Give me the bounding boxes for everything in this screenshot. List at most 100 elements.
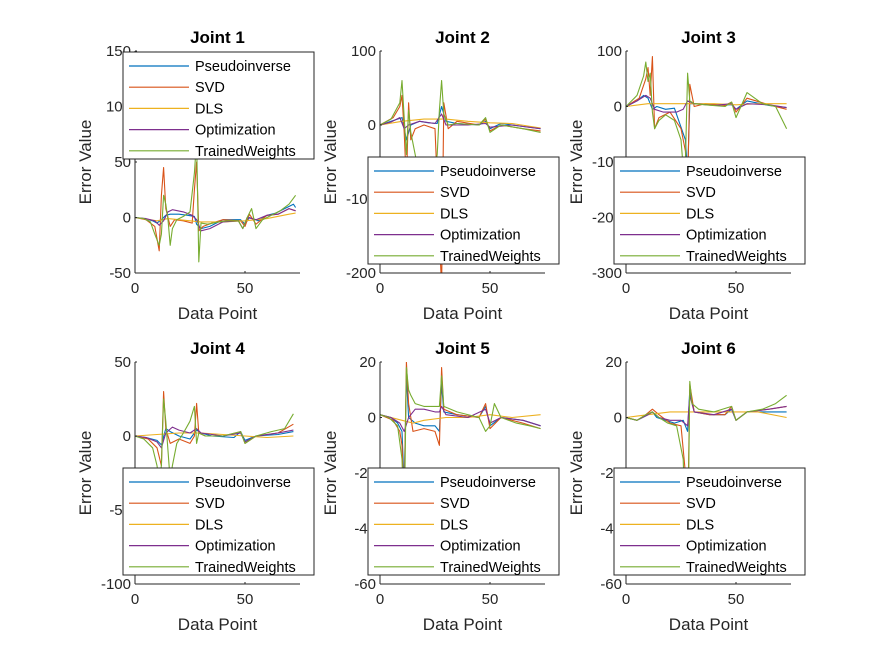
y-tick-label: 0 bbox=[368, 117, 376, 134]
x-tick-label: 0 bbox=[131, 280, 139, 297]
y-tick-label: 20 bbox=[605, 354, 622, 371]
legend-label: Optimization bbox=[686, 228, 767, 244]
legend-label: TrainedWeights bbox=[195, 144, 296, 160]
legend: Pseudoinverse SVD DLS Optimization TrainedWe… bbox=[122, 51, 315, 160]
legend: Pseudoinverse SVD DLS Optimization TrainedWe… bbox=[613, 467, 806, 576]
legend-label: Pseudoinverse bbox=[195, 59, 291, 75]
series-line-optimization bbox=[626, 94, 787, 113]
x-tick-label: 50 bbox=[482, 591, 499, 608]
chart-title: Joint 2 bbox=[435, 28, 490, 47]
y-axis-label: Error Value bbox=[321, 120, 340, 205]
chart-title: Joint 4 bbox=[190, 339, 245, 358]
x-tick-label: 0 bbox=[376, 280, 384, 297]
legend-label: SVD bbox=[686, 185, 716, 201]
y-tick-label: 100 bbox=[597, 43, 622, 60]
legend-item: Optimization bbox=[374, 539, 521, 555]
legend-label: DLS bbox=[686, 206, 714, 222]
legend-item: DLS bbox=[374, 517, 468, 533]
legend-item: Pseudoinverse bbox=[374, 475, 536, 491]
legend-label: SVD bbox=[440, 185, 470, 201]
legend-box bbox=[367, 467, 560, 576]
legend-item: SVD bbox=[374, 185, 470, 201]
legend-label: TrainedWeights bbox=[686, 560, 787, 576]
legend: Pseudoinverse SVD DLS Optimization TrainedWe… bbox=[613, 156, 806, 265]
y-tick-label: 0 bbox=[614, 99, 622, 116]
legend-item: SVD bbox=[129, 496, 225, 512]
series-line-dls bbox=[380, 118, 541, 129]
legend-label: Pseudoinverse bbox=[440, 164, 536, 180]
x-tick-label: 0 bbox=[131, 591, 139, 608]
y-tick-label: -60 bbox=[600, 576, 622, 593]
legend-item: Optimization bbox=[374, 228, 521, 244]
x-tick-label: 50 bbox=[237, 280, 254, 297]
x-tick-label: 0 bbox=[622, 280, 630, 297]
y-tick-label: -300 bbox=[592, 265, 622, 282]
legend-label: Optimization bbox=[440, 539, 521, 555]
legend-label: DLS bbox=[440, 517, 468, 533]
chart-title: Joint 5 bbox=[435, 339, 490, 358]
x-tick-label: 0 bbox=[376, 591, 384, 608]
legend-item: TrainedWeights bbox=[620, 560, 787, 576]
series-group bbox=[626, 380, 787, 571]
legend-item: Optimization bbox=[129, 123, 276, 139]
y-tick-label: 0 bbox=[368, 410, 376, 427]
legend: Pseudoinverse SVD DLS Optimization TrainedWe… bbox=[122, 467, 315, 576]
legend-item: TrainedWeights bbox=[374, 249, 541, 265]
x-axis-label: Data Point bbox=[423, 304, 503, 323]
x-tick-label: 50 bbox=[482, 280, 499, 297]
y-axis-label: Error Value bbox=[567, 120, 586, 205]
series-line-dls bbox=[135, 432, 294, 439]
legend-item: TrainedWeights bbox=[374, 560, 541, 576]
legend-label: Pseudoinverse bbox=[195, 475, 291, 491]
legend-item: Pseudoinverse bbox=[620, 164, 782, 180]
legend-box bbox=[613, 467, 806, 576]
y-tick-label: 0 bbox=[614, 410, 622, 427]
legend-item: SVD bbox=[374, 496, 470, 512]
y-tick-label: 0 bbox=[123, 428, 131, 445]
x-tick-label: 50 bbox=[728, 591, 745, 608]
x-tick-label: 50 bbox=[728, 280, 745, 297]
legend-item: DLS bbox=[374, 206, 468, 222]
legend-box bbox=[367, 156, 560, 265]
x-tick-label: 50 bbox=[237, 591, 254, 608]
legend: Pseudoinverse SVD DLS Optimization TrainedWe… bbox=[367, 156, 560, 265]
y-axis-label: Error Value bbox=[321, 431, 340, 516]
legend-label: Pseudoinverse bbox=[686, 164, 782, 180]
legend-label: DLS bbox=[195, 101, 223, 117]
y-axis-label: Error Value bbox=[76, 120, 95, 205]
series-line-optimization bbox=[135, 426, 294, 449]
legend-label: SVD bbox=[686, 496, 716, 512]
legend-item: TrainedWeights bbox=[620, 249, 787, 265]
chart-title: Joint 6 bbox=[681, 339, 736, 358]
legend-item: Optimization bbox=[129, 539, 276, 555]
x-axis-label: Data Point bbox=[178, 304, 258, 323]
y-tick-label: -200 bbox=[346, 265, 376, 282]
legend-label: TrainedWeights bbox=[686, 249, 787, 265]
legend-item: Pseudoinverse bbox=[620, 475, 782, 491]
legend-label: DLS bbox=[440, 206, 468, 222]
legend-label: TrainedWeights bbox=[195, 560, 296, 576]
legend-box bbox=[122, 467, 315, 576]
y-tick-label: 100 bbox=[351, 43, 376, 60]
y-tick-label: -50 bbox=[109, 265, 131, 282]
x-axis-label: Data Point bbox=[669, 304, 749, 323]
legend-item: DLS bbox=[129, 101, 223, 117]
legend-item: Pseudoinverse bbox=[374, 164, 536, 180]
series-group bbox=[380, 362, 541, 530]
legend-label: DLS bbox=[195, 517, 223, 533]
y-axis-label: Error Value bbox=[76, 431, 95, 516]
legend-label: Optimization bbox=[195, 539, 276, 555]
series-group bbox=[380, 80, 541, 273]
legend-box bbox=[613, 156, 806, 265]
y-tick-label: -100 bbox=[101, 576, 131, 593]
legend-item: Pseudoinverse bbox=[129, 59, 291, 75]
chart-title: Joint 1 bbox=[190, 28, 245, 47]
x-tick-label: 0 bbox=[622, 591, 630, 608]
legend-item: TrainedWeights bbox=[129, 144, 296, 160]
